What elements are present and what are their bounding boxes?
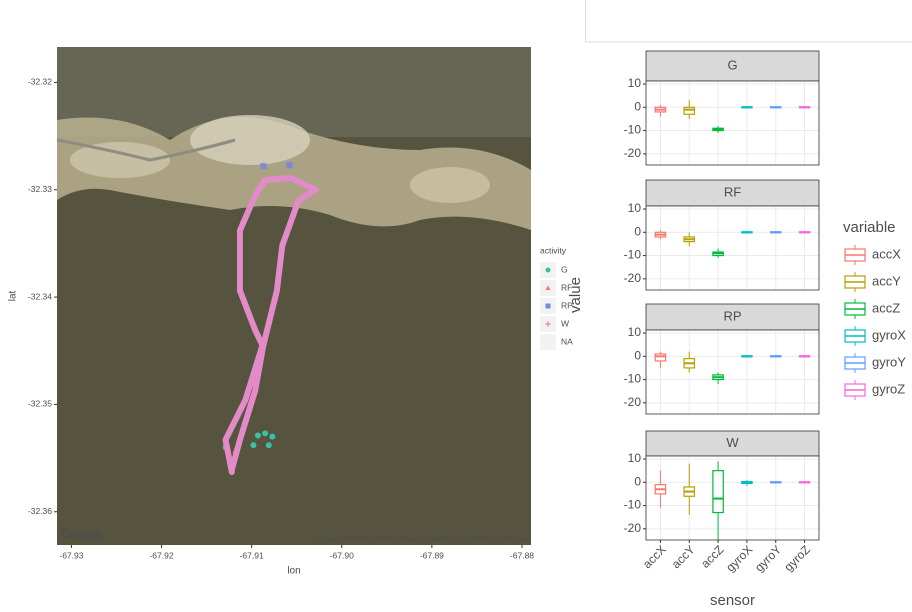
y-tick-label: -10 — [624, 372, 642, 386]
y-tick-label: -10 — [624, 498, 642, 512]
y-tick-label: 0 — [634, 99, 641, 113]
y-tick-label: -20 — [624, 271, 642, 285]
x-tick-label: gyroX — [723, 542, 755, 574]
box — [712, 470, 724, 514]
y-tick-label: 10 — [628, 451, 642, 465]
y-tick-label: -10 — [624, 123, 642, 137]
point — [286, 162, 293, 169]
top-box — [585, 0, 912, 43]
panel — [646, 206, 819, 290]
legend-label: RF — [561, 282, 572, 292]
point — [265, 442, 272, 449]
legend-symbol — [545, 267, 551, 273]
strip — [645, 303, 820, 331]
x-tick-label: -67.93 — [59, 550, 83, 560]
y-tick-label: 10 — [628, 76, 642, 90]
y-tick-label: -32.36 — [28, 506, 52, 516]
box — [683, 106, 696, 115]
panel — [646, 330, 819, 414]
legend-symbol — [545, 303, 551, 309]
x-axis-label: lon — [287, 566, 300, 577]
satellite-image — [56, 47, 531, 545]
point — [269, 433, 276, 440]
y-tick-label: 0 — [634, 224, 641, 238]
legend-label: accZ — [872, 300, 900, 315]
y-tick-label: 10 — [628, 325, 642, 339]
track-line — [222, 174, 319, 476]
panel-border — [645, 205, 820, 291]
legend-label: RP — [561, 300, 573, 310]
y-tick-label: -32.34 — [28, 291, 52, 301]
y-tick-label: 0 — [634, 348, 641, 362]
strip-label: W — [726, 435, 739, 450]
x-tick-label: gyroY — [752, 542, 784, 574]
strip-label: RP — [723, 308, 741, 323]
legend-title: activity — [540, 245, 567, 255]
y-tick-label: -10 — [624, 248, 642, 262]
legend-key — [540, 334, 556, 350]
legend-label: accY — [872, 273, 901, 288]
x-tick-label: accX — [640, 542, 669, 571]
y-tick-label: -20 — [624, 521, 642, 535]
y-tick-label: -32.33 — [28, 184, 52, 194]
legend-symbol — [545, 285, 551, 290]
legend-label: W — [561, 318, 569, 328]
legend-label: gyroZ — [872, 381, 905, 396]
y-tick-label: -20 — [624, 395, 642, 409]
map-credit: Imagery ©2019 , CNES / Airbus, DigitalGl… — [318, 535, 529, 543]
panel-border — [645, 80, 820, 166]
strip-label: RF — [724, 184, 741, 199]
point — [254, 432, 261, 439]
x-axis-label: sensor — [710, 592, 755, 609]
x-tick-label: -67.90 — [330, 550, 354, 560]
x-tick-label: -67.89 — [420, 550, 444, 560]
x-tick-label: accZ — [698, 542, 726, 570]
y-tick-label: 0 — [634, 474, 641, 488]
x-tick-label: -67.92 — [149, 550, 173, 560]
y-tick-label: 10 — [628, 201, 642, 215]
x-tick-label: -67.91 — [240, 550, 264, 560]
legend-label: accX — [872, 246, 901, 261]
panel — [646, 456, 819, 540]
x-tick-label: accY — [669, 542, 698, 571]
map-logo: Google — [61, 527, 103, 541]
y-axis-label: value — [567, 277, 584, 313]
legend-label: NA — [561, 336, 573, 346]
panel-border — [645, 329, 820, 415]
y-axis-label: lat — [8, 290, 19, 301]
point — [250, 442, 257, 449]
legend-label: G — [561, 264, 568, 274]
x-tick-label: -67.88 — [510, 550, 534, 560]
y-tick-label: -20 — [624, 146, 642, 160]
strip-label: G — [727, 57, 737, 72]
point — [260, 163, 267, 170]
panel — [646, 81, 819, 165]
panel-border — [645, 455, 820, 541]
x-tick-label: gyroZ — [781, 542, 813, 574]
point — [262, 430, 269, 437]
legend-title: variable — [843, 219, 896, 236]
box — [654, 353, 667, 362]
strip — [645, 50, 820, 82]
legend-symbol — [545, 321, 551, 327]
legend-label: gyroX — [872, 327, 906, 342]
legend-label: gyroY — [872, 354, 906, 369]
y-tick-label: -32.32 — [28, 77, 52, 87]
y-tick-label: -32.35 — [28, 399, 52, 409]
